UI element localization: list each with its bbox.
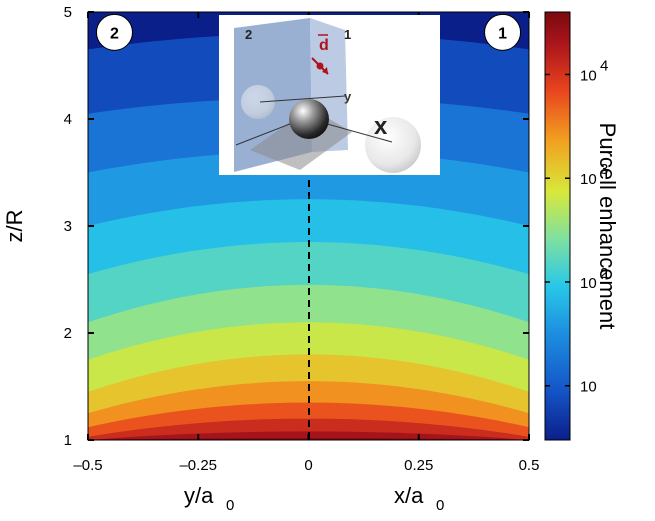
colorbar-tick-label: 10	[580, 275, 597, 292]
region-label: 1	[498, 25, 507, 42]
dipole-arrowhead	[322, 67, 328, 74]
colorbar-tick-exponent: 4	[600, 57, 608, 74]
y-axis-label: z/R	[2, 210, 27, 243]
x-tick-label: –0.5	[73, 457, 102, 474]
colorbar-label: Purcell enhancement	[595, 123, 620, 330]
y-tick-label: 5	[64, 4, 72, 21]
x-tick-label: 0.5	[519, 457, 540, 474]
inset-diagram: 2 1 y x d	[219, 15, 440, 175]
inset-plane-label-1: 1	[344, 27, 351, 42]
inset-dipole-label: d	[319, 37, 329, 54]
central-sphere	[289, 99, 329, 139]
region-badge	[484, 13, 522, 51]
colorbar	[544, 11, 571, 441]
contour-bands	[88, 33, 529, 440]
colorbar-tick-exponent: 3	[600, 161, 608, 178]
colorbar-tick-label: 10	[580, 171, 597, 188]
x-tick-label: 0	[304, 457, 312, 474]
x-tick-label: –0.25	[179, 457, 217, 474]
x-axis-label-left-sub: 0	[226, 497, 234, 514]
region-badge	[95, 13, 133, 51]
y-tick-label: 4	[64, 111, 72, 128]
inset-axis-label-x: x	[374, 113, 388, 140]
region-label: 2	[110, 25, 119, 42]
x-axis-label-right: x/a 0	[394, 483, 444, 514]
inset-plane-label-2: 2	[245, 27, 252, 42]
x-axis-label-right-sub: 0	[436, 497, 444, 514]
heatmap-plot	[88, 12, 529, 440]
colorbar-tick-label: 10	[580, 379, 597, 396]
dipole-point	[316, 62, 324, 70]
inset-axis-line-2	[319, 121, 393, 143]
inset-axis-label-y: y	[344, 89, 352, 104]
y-tick-label: 3	[64, 218, 72, 235]
x-axis-label-right-main: x/a	[394, 483, 424, 508]
ghost-sphere-y	[241, 85, 275, 119]
colorbar-tick-exponent: 2	[600, 265, 608, 282]
inset-axis-line-3	[259, 95, 346, 103]
x-axis-label-left: y/a 0	[184, 483, 234, 514]
inset-axis-line-1	[235, 119, 301, 146]
ghost-sphere-x	[365, 117, 421, 173]
x-tick-label: 0.25	[404, 457, 433, 474]
y-tick-label: 2	[64, 325, 72, 342]
y-ticks: 1 2 3 4 5	[64, 4, 529, 449]
y-tick-label: 1	[64, 432, 72, 449]
colorbar-tick-label: 10	[580, 67, 597, 84]
x-axis-label-left-main: y/a	[184, 483, 214, 508]
